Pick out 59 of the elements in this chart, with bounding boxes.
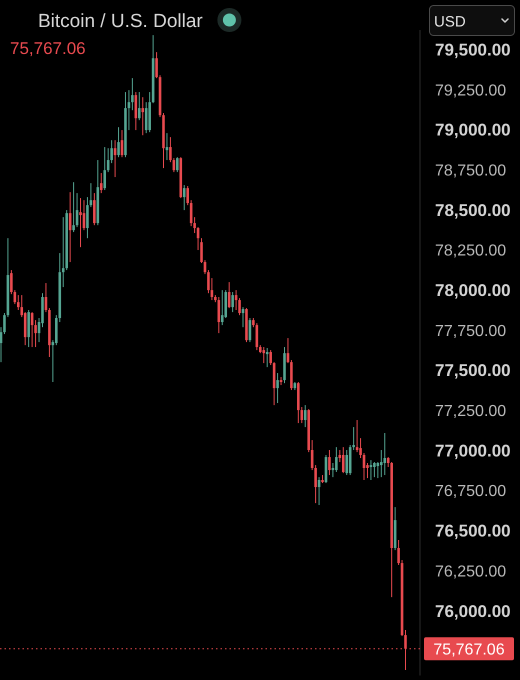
candlestick <box>342 446 345 474</box>
y-tick-label: 76,000.00 <box>435 602 511 621</box>
y-tick-label: 78,250.00 <box>435 242 506 260</box>
candlestick <box>86 196 89 239</box>
candlestick <box>100 172 103 194</box>
candlestick <box>103 146 106 191</box>
text: 75,767.06 <box>10 39 86 58</box>
y-tick-label: 78,750.00 <box>435 162 506 180</box>
candlestick <box>242 306 244 328</box>
text: USD <box>434 13 466 30</box>
candlestick <box>231 292 234 313</box>
y-tick-label: 77,750.00 <box>435 322 506 340</box>
y-tick-label: 79,250.00 <box>435 82 506 100</box>
chart-title: Bitcoin / U.S. Dollar <box>38 11 204 32</box>
candlestick <box>30 312 34 348</box>
candlestick <box>176 156 179 173</box>
candlestick <box>166 132 168 161</box>
candlestick <box>328 450 331 476</box>
candlestick <box>79 198 82 248</box>
candlestick <box>182 184 186 211</box>
candlestick <box>248 318 252 343</box>
candlestick <box>345 450 348 476</box>
y-tick-label: 79,500.00 <box>435 40 511 60</box>
candlestick <box>218 296 220 334</box>
candlestick <box>318 476 320 506</box>
candlestick <box>141 96 144 136</box>
candlestick <box>373 462 376 478</box>
candlestick <box>238 298 241 316</box>
candlestick <box>220 290 224 326</box>
candlestick <box>114 140 116 178</box>
candlestick <box>93 192 96 226</box>
y-tick-label: 77,500.00 <box>435 361 511 380</box>
candlestick <box>138 92 141 121</box>
candlestick <box>380 450 383 478</box>
y-tick-label: 78,500.00 <box>435 200 511 220</box>
candlestick <box>144 102 148 134</box>
candlestick <box>276 372 279 404</box>
candlestick <box>266 348 269 368</box>
candlestick <box>68 192 72 263</box>
y-tick-label: 76,250.00 <box>435 563 506 580</box>
candlestick <box>370 460 372 481</box>
y-tick-label: 77,250.00 <box>435 403 506 420</box>
candlestick <box>383 432 386 476</box>
y-tick-label: 76,500.00 <box>435 522 511 541</box>
candlestick <box>228 282 230 309</box>
candlestick <box>262 346 266 364</box>
candlestick <box>234 290 238 311</box>
candlestick <box>120 130 124 158</box>
y-tick-label: 78,000.00 <box>435 281 511 300</box>
candlestick <box>72 182 75 233</box>
y-tick-label: 76,750.00 <box>435 483 506 500</box>
candlestick <box>134 92 138 131</box>
ref-line-label: 75,767.06 <box>433 641 505 658</box>
y-tick-label: 79,000.00 <box>435 120 511 140</box>
candlestick <box>117 126 120 158</box>
candlestick <box>376 462 380 479</box>
candlestick <box>76 192 78 228</box>
candlestick <box>304 404 307 428</box>
y-tick-label: 77,000.00 <box>435 441 511 460</box>
